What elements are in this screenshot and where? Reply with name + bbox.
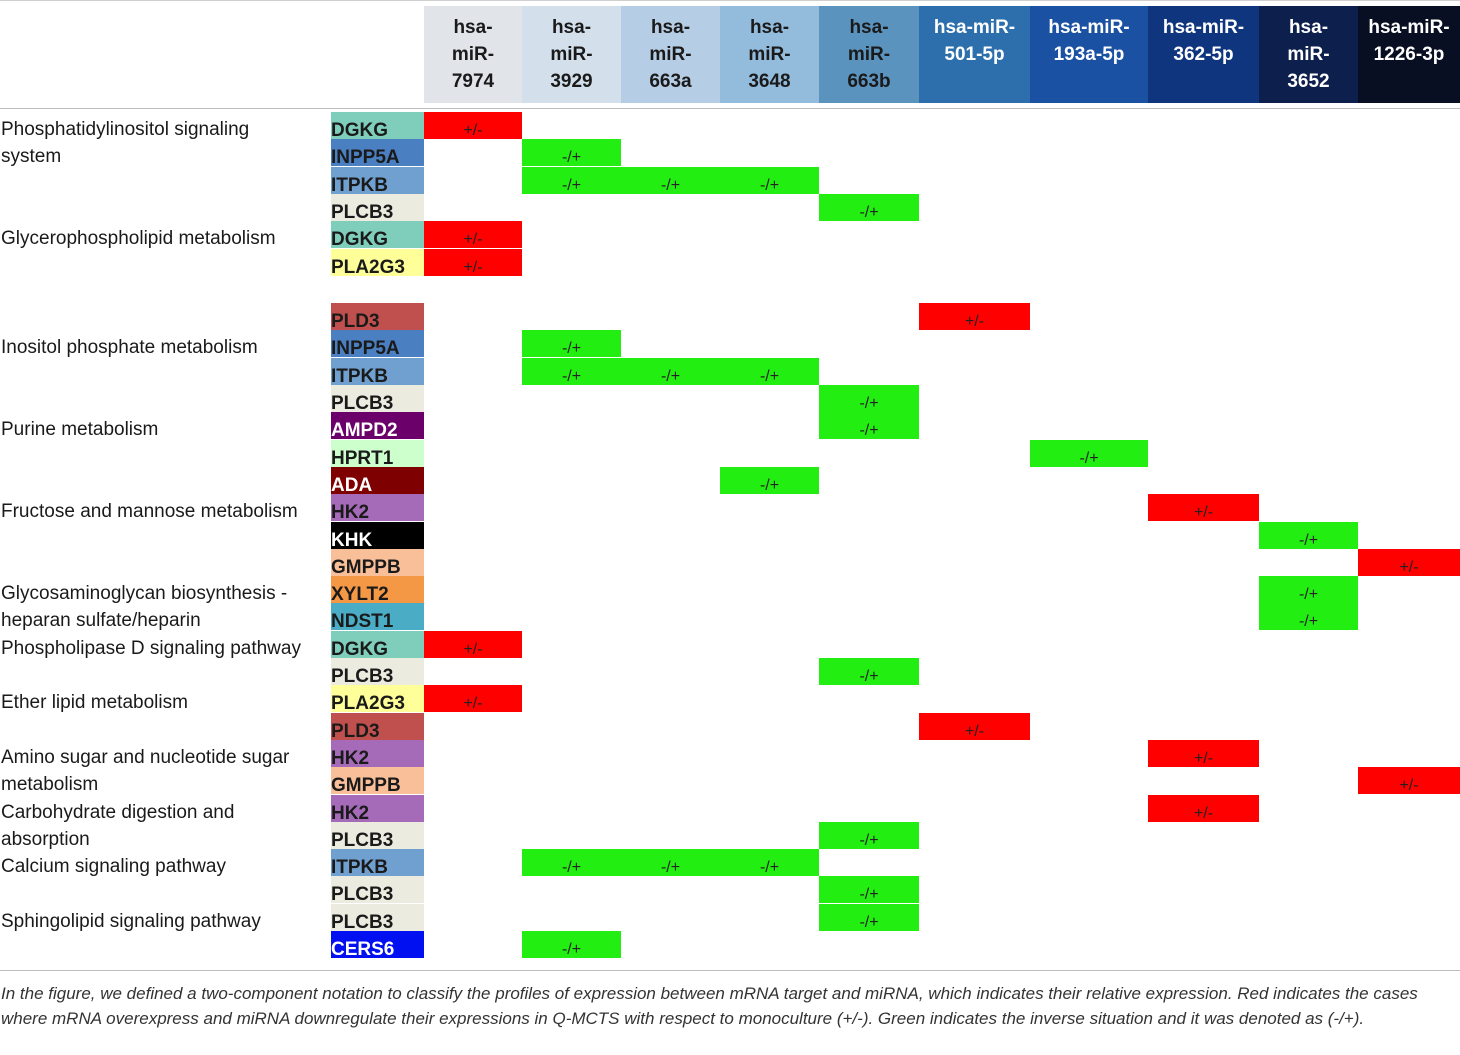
gene-label: ADA bbox=[331, 466, 424, 494]
expression-cell-green: -/+ bbox=[621, 849, 720, 877]
expression-cell-red: +/- bbox=[424, 221, 522, 249]
pathway-label: Inositol phosphate metabolism bbox=[1, 337, 258, 359]
expression-cell-green: -/+ bbox=[522, 166, 621, 194]
gene-label: DGKG bbox=[331, 221, 424, 249]
expression-cell-green: -/+ bbox=[621, 166, 720, 194]
gene-label: PLD3 bbox=[331, 303, 424, 331]
expression-cell-green: -/+ bbox=[522, 330, 621, 358]
mirna-header-8: hsa- miR- 3652 bbox=[1259, 6, 1358, 103]
gene-label: XYLT2 bbox=[331, 576, 424, 604]
gene-label: PLD3 bbox=[331, 712, 424, 740]
gene-label: PLCB3 bbox=[331, 821, 424, 849]
expression-cell-green: -/+ bbox=[819, 658, 919, 685]
expression-cell-red: +/- bbox=[919, 303, 1030, 331]
gene-label: ITPKB bbox=[331, 849, 424, 877]
figure-caption: In the figure, we defined a two-componen… bbox=[1, 984, 1418, 1028]
gene-label: ITPKB bbox=[331, 357, 424, 385]
expression-cell-red: +/- bbox=[424, 630, 522, 658]
mirna-header-7: hsa-miR- 362-5p bbox=[1148, 6, 1259, 103]
expression-cell-green: -/+ bbox=[819, 821, 919, 849]
expression-cell-green: -/+ bbox=[819, 876, 919, 904]
gene-label: INPP5A bbox=[331, 139, 424, 167]
gene-label: DGKG bbox=[331, 112, 424, 139]
expression-cell-red: +/- bbox=[1148, 739, 1259, 767]
gene-label: INPP5A bbox=[331, 330, 424, 358]
mirna-header-0: hsa- miR- 7974 bbox=[424, 6, 522, 103]
pathway-label: Phospholipase D signaling pathway bbox=[1, 637, 301, 659]
expression-cell-red: +/- bbox=[424, 112, 522, 139]
expression-cell-green: -/+ bbox=[1259, 576, 1358, 604]
mirna-header-2: hsa- miR- 663a bbox=[621, 6, 720, 103]
gene-label: PLCB3 bbox=[331, 658, 424, 685]
gene-label: ITPKB bbox=[331, 166, 424, 194]
expression-cell-green: -/+ bbox=[1030, 439, 1148, 467]
gene-label: HK2 bbox=[331, 494, 424, 522]
mirna-header-4: hsa- miR- 663b bbox=[819, 6, 919, 103]
gene-label: HPRT1 bbox=[331, 439, 424, 467]
mirna-header-3: hsa- miR- 3648 bbox=[720, 6, 819, 103]
top-rule bbox=[0, 0, 1460, 1]
expression-cell-green: -/+ bbox=[522, 357, 621, 385]
pathway-label: Phosphatidylinositol signaling system bbox=[1, 119, 250, 167]
pathway-label: Glycerophospholipid metabolism bbox=[1, 228, 276, 250]
gene-label: GMPPB bbox=[331, 767, 424, 795]
gene-label: PLA2G3 bbox=[331, 248, 424, 276]
mirna-header-1: hsa- miR- 3929 bbox=[522, 6, 621, 103]
gene-label: PLA2G3 bbox=[331, 685, 424, 713]
expression-cell-red: +/- bbox=[1358, 548, 1460, 576]
expression-cell-red: +/- bbox=[1148, 494, 1259, 522]
gene-label: AMPD2 bbox=[331, 412, 424, 440]
expression-cell-red: +/- bbox=[424, 685, 522, 713]
expression-cell-green: -/+ bbox=[720, 849, 819, 877]
expression-cell-green: -/+ bbox=[819, 193, 919, 221]
expression-cell-red: +/- bbox=[1358, 767, 1460, 795]
expression-cell-green: -/+ bbox=[621, 357, 720, 385]
mirna-header-9: hsa-miR- 1226-3p bbox=[1358, 6, 1460, 103]
expression-cell-green: -/+ bbox=[720, 166, 819, 194]
gene-label: KHK bbox=[331, 521, 424, 549]
expression-cell-red: +/- bbox=[919, 712, 1030, 740]
pathway-label: Ether lipid metabolism bbox=[1, 692, 188, 714]
expression-cell-green: -/+ bbox=[720, 357, 819, 385]
header-rule bbox=[0, 108, 1460, 109]
pathway-label: Amino sugar and nucleotide sugar metabol… bbox=[1, 746, 290, 795]
pathway-label: Carbohydrate digestion and absorption bbox=[1, 801, 235, 850]
pathway-label: Purine metabolism bbox=[1, 419, 159, 441]
expression-cell-red: +/- bbox=[1148, 794, 1259, 822]
gene-label: HK2 bbox=[331, 794, 424, 822]
expression-cell-green: -/+ bbox=[1259, 603, 1358, 631]
expression-cell-green: -/+ bbox=[819, 903, 919, 931]
mirna-header-5: hsa-miR- 501-5p bbox=[919, 6, 1030, 103]
mirna-header-6: hsa-miR- 193a-5p bbox=[1030, 6, 1148, 103]
expression-cell-green: -/+ bbox=[819, 412, 919, 440]
pathway-label: Glycosaminoglycan biosynthesis - heparan… bbox=[1, 583, 288, 632]
gene-label: PLCB3 bbox=[331, 903, 424, 931]
gene-label: HK2 bbox=[331, 739, 424, 767]
pathway-label: Sphingolipid signaling pathway bbox=[1, 910, 261, 932]
expression-cell-red: +/- bbox=[424, 248, 522, 276]
gene-label: DGKG bbox=[331, 630, 424, 658]
gene-label: GMPPB bbox=[331, 548, 424, 576]
pathway-label: Calcium signaling pathway bbox=[1, 856, 226, 878]
expression-cell-green: -/+ bbox=[720, 466, 819, 494]
gene-label: NDST1 bbox=[331, 603, 424, 631]
gene-label: PLCB3 bbox=[331, 193, 424, 221]
expression-cell-green: -/+ bbox=[522, 139, 621, 167]
gene-label: CERS6 bbox=[331, 931, 424, 958]
expression-cell-green: -/+ bbox=[522, 931, 621, 958]
expression-cell-green: -/+ bbox=[1259, 521, 1358, 549]
expression-cell-green: -/+ bbox=[522, 849, 621, 877]
pathway-label: Fructose and mannose metabolism bbox=[1, 501, 298, 523]
gene-label: PLCB3 bbox=[331, 385, 424, 412]
caption-rule bbox=[0, 970, 1460, 971]
gene-label: PLCB3 bbox=[331, 876, 424, 904]
expression-cell-green: -/+ bbox=[819, 385, 919, 412]
